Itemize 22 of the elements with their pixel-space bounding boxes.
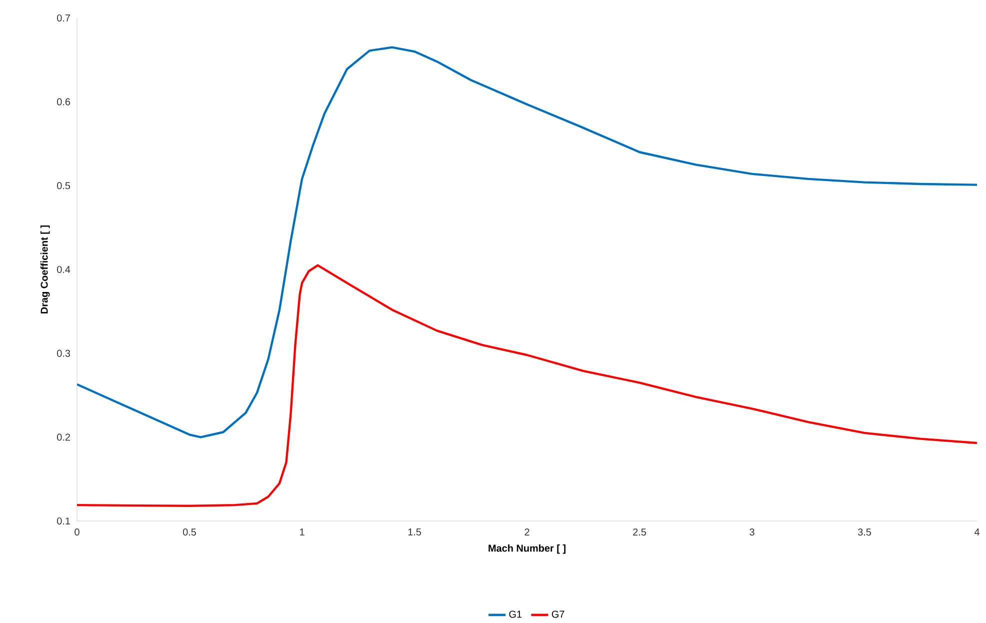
x-tick-label: 1 (300, 528, 304, 536)
y-tick-label: 0.2 (57, 434, 70, 441)
y-tick-label: 0.3 (57, 350, 70, 357)
y-tick-label: 0.5 (57, 182, 70, 190)
y-tick-label: 0.6 (57, 98, 70, 106)
x-tick-label: 2.5 (633, 528, 646, 536)
x-tick-label: 2 (524, 528, 530, 536)
x-tick-label: 0 (74, 528, 80, 536)
line-series (77, 264, 978, 507)
y-tick-label: 0.1 (57, 517, 70, 524)
x-tick-label: 3.5 (858, 528, 872, 536)
x-axis-title: Mach Number [ ] (488, 544, 566, 554)
y-tick-label: 0.7 (57, 14, 70, 22)
x-tick-label: 3 (750, 528, 754, 536)
legend-label: G1 (509, 610, 522, 618)
line-series (77, 46, 978, 438)
x-tick-label: 1.5 (408, 528, 422, 536)
x-tick-label: 0.5 (182, 528, 196, 536)
y-tick-label: 0.4 (57, 266, 70, 273)
x-tick-label: 4 (974, 528, 980, 536)
legend-label: G7 (552, 610, 564, 618)
y-axis-title: Drag Coefficient [ ] (40, 225, 50, 314)
